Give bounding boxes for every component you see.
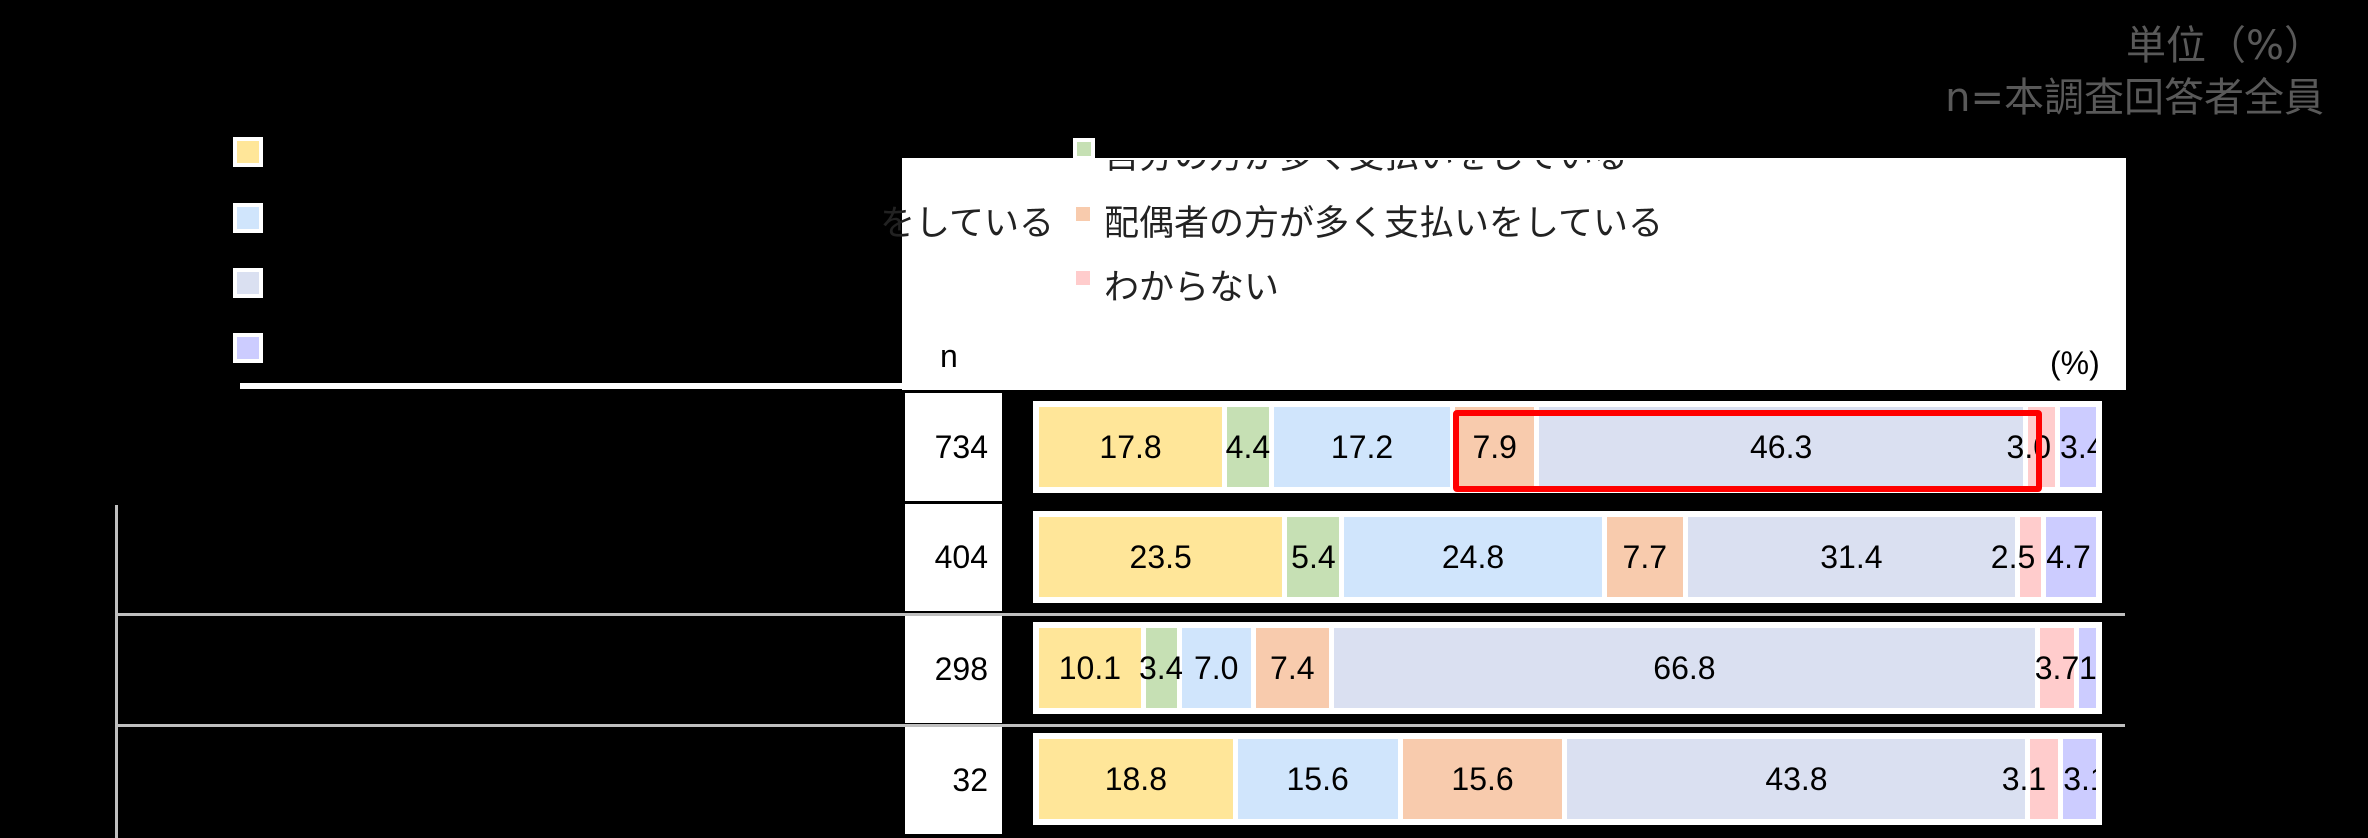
bar-segment: 2.5 — [1991, 517, 2047, 597]
bar-segment: 7.0 — [1181, 628, 1256, 708]
legend-swatch-2 — [233, 203, 263, 233]
bar-row-2: 10.1 3.4 7.0 7.4 66.8 3.7 1.6 — [1033, 622, 2102, 714]
bar-segment: 3.1 — [2063, 739, 2096, 819]
n-value: 32 — [952, 762, 988, 798]
bar-segment: 7.9 — [1455, 407, 1539, 487]
legend-label-2-partial: をしている — [880, 204, 1054, 244]
bar-segment: 7.4 — [1255, 628, 1334, 708]
unit-label: 単位（%） — [2125, 23, 2324, 69]
row-divider-2 — [115, 724, 2125, 727]
legend-swatch-1 — [1073, 138, 1095, 160]
n-cell: 298 — [905, 616, 1002, 723]
legend-label-3: 配偶者の方が多く支払いをしている — [1104, 204, 1663, 244]
highlight-box — [1453, 410, 2042, 492]
bar-segment: 15.6 — [1402, 739, 1568, 819]
n-column-header: n — [940, 338, 958, 374]
n-cell: 734 — [905, 393, 1002, 501]
bar-segment: 4.7 — [2046, 517, 2096, 597]
bar-segment: 18.8 — [1039, 739, 1238, 819]
bar-segment: 3.0 — [2007, 407, 2061, 487]
legend-swatch-4 — [233, 268, 263, 298]
n-value: 298 — [934, 651, 988, 687]
bar-segment: 3.4 — [1139, 628, 1183, 708]
bar-segment: 23.5 — [1039, 517, 1288, 597]
unit-annotation: 単位（%） n=本調査回答者全員 — [1945, 20, 2324, 124]
bar-segment: 17.8 — [1039, 407, 1228, 487]
bar-segment: 66.8 — [1333, 628, 2040, 708]
legend-label-1: 自分の方が多く支払いをしている — [1104, 137, 1628, 177]
bar-segment: 15.6 — [1237, 739, 1403, 819]
legend-swatch-0 — [233, 137, 263, 167]
group-bracket-line — [115, 505, 118, 838]
legend-swatch-6 — [233, 333, 263, 363]
bar-segment: 43.8 — [1567, 739, 2031, 819]
bar-segment: 3.1 — [2002, 739, 2064, 819]
legend-label-5: わからない — [1104, 268, 1280, 308]
row-divider-1 — [115, 613, 2125, 616]
bar-segment: 46.3 — [1538, 407, 2029, 487]
bar-segment: 7.7 — [1606, 517, 1688, 597]
bar-segment: 4.4 — [1226, 407, 1274, 487]
legend-swatch-3 — [1076, 207, 1090, 221]
bar-row-1: 23.5 5.4 24.8 7.7 31.4 2.5 4.7 — [1033, 511, 2102, 603]
bar-segment: 17.2 — [1273, 407, 1456, 487]
bar-segment: 10.1 — [1039, 628, 1146, 708]
bar-row-3: 18.8 15.6 15.6 43.8 3.1 3.1 — [1033, 733, 2102, 825]
bar-segment: 31.4 — [1687, 517, 2020, 597]
bar-segment: 5.4 — [1287, 517, 1345, 597]
bar-row-0: 17.8 4.4 17.2 7.9 46.3 3.0 3.4 — [1033, 401, 2102, 493]
n-value: 734 — [934, 428, 988, 465]
n-cell: 32 — [905, 727, 1002, 834]
header-divider — [240, 383, 902, 389]
bar-segment: 1.6 — [2079, 628, 2096, 708]
bar-segment: 3.7 — [2035, 628, 2079, 708]
n-cell: 404 — [905, 504, 1002, 611]
legend-panel — [902, 158, 2126, 390]
n-value: 404 — [934, 539, 988, 575]
bar-segment: 24.8 — [1344, 517, 1607, 597]
legend-swatch-5 — [1076, 271, 1090, 285]
bar-segment: 3.4 — [2060, 407, 2096, 487]
sample-label: n=本調査回答者全員 — [1945, 75, 2324, 121]
percent-header: (%) — [2050, 345, 2100, 381]
